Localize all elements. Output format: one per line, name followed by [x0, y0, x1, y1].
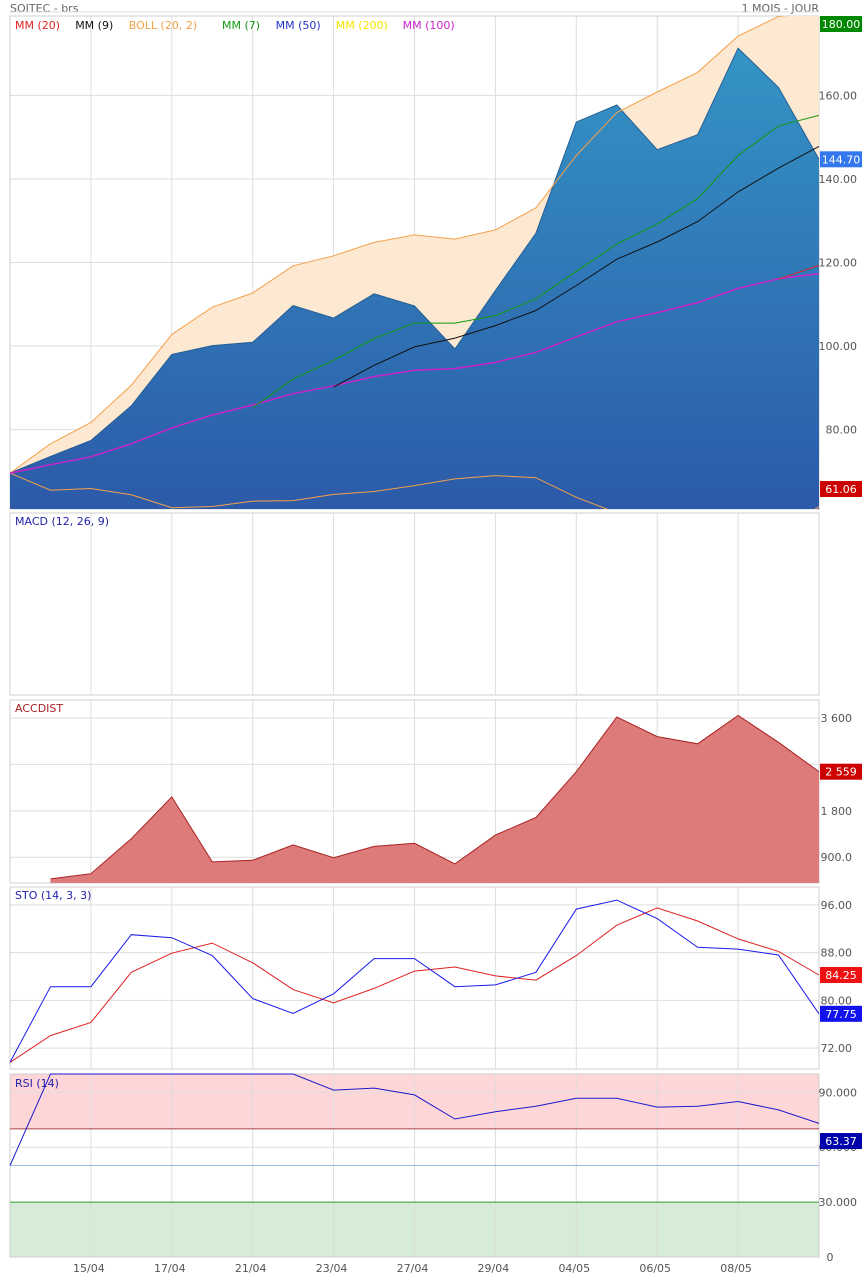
accdist-area	[50, 715, 819, 883]
x-tick-label: 27/04	[397, 1262, 429, 1275]
price-panel: 80.00 100.00 120.00 140.00 160.00 MM (20) MM (…	[9, 11, 862, 510]
price-badge: 144.70	[822, 153, 861, 166]
accdist-badge: 2 559	[825, 766, 857, 779]
sto-badge-bg	[820, 967, 862, 984]
y-tick-label: 100.00	[819, 340, 858, 353]
sto-badge: 77.75	[825, 1008, 857, 1021]
y-tick-label: 140.00	[819, 173, 858, 186]
y-tick-label: 900.0	[821, 851, 853, 864]
y-tick-label: 0	[827, 1251, 834, 1264]
price-badge: 61.06	[825, 483, 857, 496]
x-tick-label: 15/04	[73, 1262, 105, 1275]
x-tick-label: 21/04	[235, 1262, 267, 1275]
bollinger-upper-line	[10, 16, 789, 474]
price-badge-bg	[820, 151, 862, 168]
x-tick-label: 08/05	[720, 1262, 752, 1275]
sto-badge-bg	[820, 1005, 862, 1022]
legend-item: BOLL (20, 2)	[129, 19, 197, 32]
sto-k-line	[9, 899, 820, 1063]
x-tick-label: 06/05	[639, 1262, 671, 1275]
legend-item: MM (200)	[336, 19, 388, 32]
accdist-line	[50, 714, 820, 880]
legend-item: MM (50)	[276, 19, 321, 32]
price-area	[10, 48, 819, 509]
accdist-badge-bg	[820, 763, 862, 780]
sto-panel: 72.00 80.00 88.00 96.00 STO (14, 3, 3) 84.25 7…	[9, 886, 862, 1070]
macd-panel: MACD (12, 26, 9)	[9, 512, 820, 696]
y-tick-label: 80.00	[826, 424, 858, 437]
accdist-title: ACCDIST	[15, 702, 63, 715]
sto-badge: 84.25	[825, 969, 857, 982]
y-tick-label: 72.00	[821, 1042, 853, 1055]
x-tick-label: 23/04	[316, 1262, 348, 1275]
legend-item: MM (7)	[222, 19, 260, 32]
mm20-line	[778, 264, 819, 280]
accdist-panel: 900.0 1 800 3 600 ACCDIST 2 559	[9, 699, 862, 884]
price-badge: 180.00	[822, 18, 861, 31]
y-tick-label: 120.00	[819, 257, 858, 270]
x-tick-label: 17/04	[154, 1262, 186, 1275]
rsi-title: RSI (14)	[15, 1077, 59, 1090]
panel-border	[9, 512, 820, 696]
rsi-line	[9, 1073, 820, 1166]
price-plot-area	[10, 16, 819, 509]
y-tick-label: 160.00	[819, 89, 858, 102]
sto-d-line	[9, 907, 820, 1063]
legend-item: MM (100)	[403, 19, 455, 32]
rsi-badge-bg	[820, 1133, 862, 1150]
y-tick-label: 30.000	[819, 1196, 858, 1209]
price-line	[10, 47, 819, 474]
mm100-line	[10, 273, 819, 474]
macd-title: MACD (12, 26, 9)	[15, 515, 109, 528]
legend-item: MM (20)	[15, 19, 60, 32]
legend-item: MM (9)	[75, 19, 113, 32]
mm7-line	[252, 114, 819, 408]
y-tick-label: 3 600	[821, 712, 853, 725]
y-tick-label: 88.00	[821, 947, 853, 960]
price-badge-bg	[820, 16, 862, 32]
mm9-line	[333, 145, 819, 388]
panel-border	[9, 886, 820, 1070]
y-tick-label: 80.00	[821, 994, 853, 1007]
y-tick-label: 1 800	[821, 805, 853, 818]
sto-title: STO (14, 3, 3)	[15, 889, 91, 902]
rsi-badge: 63.37	[825, 1135, 857, 1148]
y-tick-label: 90.000	[819, 1086, 858, 1099]
y-tick-label: 96.00	[821, 899, 853, 912]
price-badge-bg	[820, 481, 862, 497]
x-tick-label: 04/05	[558, 1262, 590, 1275]
bollinger-lower-line	[10, 472, 819, 509]
x-tick-label: 29/04	[478, 1262, 510, 1275]
